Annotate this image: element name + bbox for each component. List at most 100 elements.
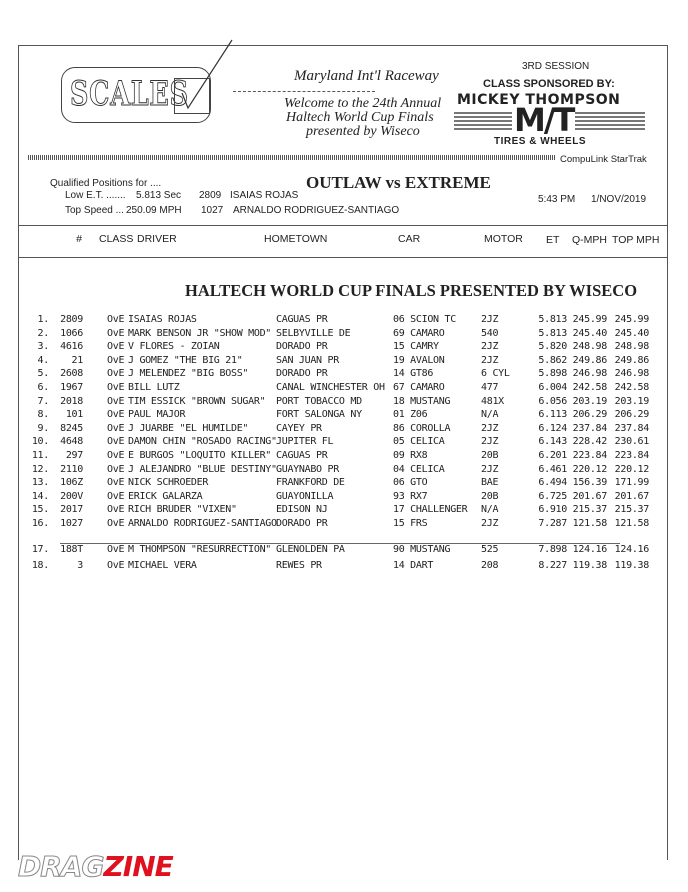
cell-hometown: CAGUAS PR [276,450,328,461]
cell-et: 6.725 [538,490,567,502]
cell-q-mph: 124.16 [572,544,608,555]
top-speed-driver: ARNALDO RODRIGUEZ-SANTIAGO [233,205,400,216]
cell-q-mph: 228.42 [572,436,608,448]
cell-car-number: 2018 [60,395,83,407]
cell-motor: 2JZ [481,354,499,366]
cell-hometown: REWES PR [276,560,322,571]
cell-hometown: FORT SALONGA NY [276,409,362,421]
cell-motor: 525 [481,544,499,555]
low-et-value: 5.813 Sec [136,190,182,201]
col-car: CAR [398,233,421,245]
cell-position: 14. [31,490,49,502]
cell-driver: J GOMEZ "THE BIG 21" [128,354,243,366]
top-border [18,45,668,46]
cell-car-number: 297 [65,450,83,461]
cell-hometown: GUAYONILLA [276,490,334,502]
cell-car: 17 CHALLENGER [393,504,468,516]
cell-hometown: GLENOLDEN PA [276,544,345,555]
cell-et: 5.813 [538,314,567,325]
cell-et: 6.143 [538,436,567,448]
cell-car-number: 2110 [60,463,83,475]
cell-top-mph: 119.38 [614,560,650,571]
cell-position: 13. [31,477,49,489]
cell-motor: 540 [481,327,499,339]
cell-hometown: DORADO PR [276,341,328,353]
cell-driver: NICK SCHROEDER [128,477,209,489]
cell-class: OvE [107,341,125,353]
cell-position: 18. [31,560,49,571]
welcome-line-2: Haltech World Cup Finals [286,110,434,125]
cell-driver: J MELENDEZ "BIG BOSS" [128,368,249,380]
cell-car: 93 RX7 [393,490,428,502]
col-top-mph: TOP MPH [612,234,660,246]
cell-driver: J ALEJANDRO "BLUE DESTINY" [128,463,277,475]
cell-car: 19 AVALON [393,354,445,366]
cell-et: 5.820 [538,341,567,353]
cell-q-mph: 248.98 [572,341,608,353]
cell-driver: PAUL MAJOR [128,409,186,421]
cell-class: OvE [107,327,125,339]
cell-top-mph: 206.29 [614,409,650,421]
cell-car: 69 CAMARO [393,327,445,339]
cell-q-mph: 215.37 [572,504,608,516]
check-box [174,78,210,114]
cell-et: 6.201 [538,450,567,461]
sponsor-stripes [454,112,512,130]
cell-driver: MARK BENSON JR "SHOW MOD" [128,327,272,339]
col-hometown: HOMETOWN [264,233,328,245]
cell-et: 6.004 [538,382,567,393]
col-class: CLASS [99,233,134,245]
cell-position: 1. [37,314,50,325]
col-q-mph: Q-MPH [572,234,607,246]
cell-motor: 2JZ [481,463,499,475]
cell-q-mph: 121.58 [572,518,608,529]
cell-q-mph: 245.40 [572,327,608,339]
dotted-rule [28,155,556,160]
divider-header-top [18,225,668,226]
cell-et: 5.898 [538,368,567,380]
low-et-label: Low E.T. ....... [65,190,126,201]
cell-q-mph: 201.67 [572,490,608,502]
cell-q-mph: 245.99 [572,314,608,325]
cell-driver: DAMON CHIN "ROSADO RACING" [128,436,277,448]
cell-motor: 2JZ [481,422,499,434]
cell-driver: ARNALDO RODRIGUEZ-SANTIAGO [128,518,277,529]
cell-hometown: SELBYVILLE DE [276,327,351,339]
cell-car: 15 CAMRY [393,341,439,353]
cell-motor: 2JZ [481,341,499,353]
cell-q-mph: 206.29 [572,409,608,421]
cell-top-mph: 230.61 [614,436,650,448]
watermark-part2: ZINE [103,850,173,883]
cell-class: OvE [107,490,125,502]
cell-position: 8. [37,409,50,421]
cell-car: 06 SCION TC [393,314,456,325]
watermark-part1: DRAG [17,850,104,884]
cell-hometown: SAN JUAN PR [276,354,339,366]
cell-driver: RICH BRUDER "VIXEN" [128,504,237,516]
cell-motor: 2JZ [481,314,499,325]
cell-q-mph: 220.12 [572,463,608,475]
cell-position: 12. [31,463,49,475]
cell-car-number: 188T [60,544,83,555]
dragzine-watermark: DRAGZINE [17,850,173,884]
cell-et: 6.494 [538,477,567,489]
cell-driver: ISAIAS ROJAS [128,314,197,325]
cell-car-number: 200V [60,490,83,502]
cell-top-mph: 242.58 [614,382,650,393]
cell-hometown: JUPITER FL [276,436,334,448]
cell-et: 7.287 [538,518,567,529]
cell-class: OvE [107,368,125,380]
cell-car-number: 4648 [60,436,83,448]
cell-top-mph: 203.19 [614,395,650,407]
cell-car: 18 MUSTANG [393,395,451,407]
cell-car: 14 DART [393,560,434,571]
sponsor-logo: M/T [514,101,575,139]
cell-position: 11. [31,450,49,461]
sponsor-name: MICKEY THOMPSON [457,92,621,108]
left-border [18,45,19,860]
cutoff-line [60,543,620,544]
cell-car-number: 21 [71,354,84,366]
cell-car-number: 101 [65,409,83,421]
class-title: OUTLAW vs EXTREME [306,173,491,192]
sponsor-label: CLASS SPONSORED BY: [483,78,615,90]
